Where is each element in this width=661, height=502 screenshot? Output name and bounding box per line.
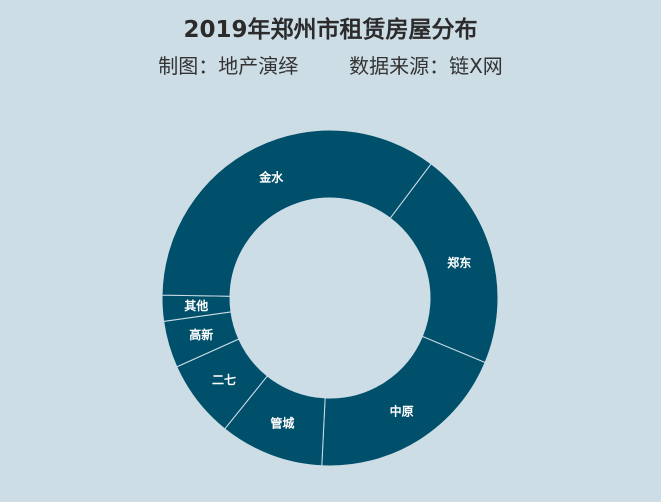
subtitle-source: 数据来源：链X网 [349, 54, 503, 78]
donut-segment-6 [161, 129, 432, 297]
donut-segment-0 [389, 163, 499, 364]
donut-segment-1 [321, 335, 486, 467]
chart-subtitle: 制图：地产演绎 数据来源：链X网 [0, 50, 661, 79]
segment-label-4: 高新 [189, 327, 213, 342]
segment-label-6: 金水 [258, 170, 284, 185]
segment-label-2: 管城 [270, 415, 294, 430]
segment-label-5: 其他 [184, 298, 208, 313]
segment-label-3: 二七 [212, 373, 236, 387]
segment-label-0: 郑东 [447, 255, 471, 270]
chart-title: 2019年郑州市租赁房屋分布 [183, 17, 478, 43]
subtitle-credit: 制图：地产演绎 [158, 54, 299, 78]
segment-label-1: 中原 [390, 403, 414, 418]
